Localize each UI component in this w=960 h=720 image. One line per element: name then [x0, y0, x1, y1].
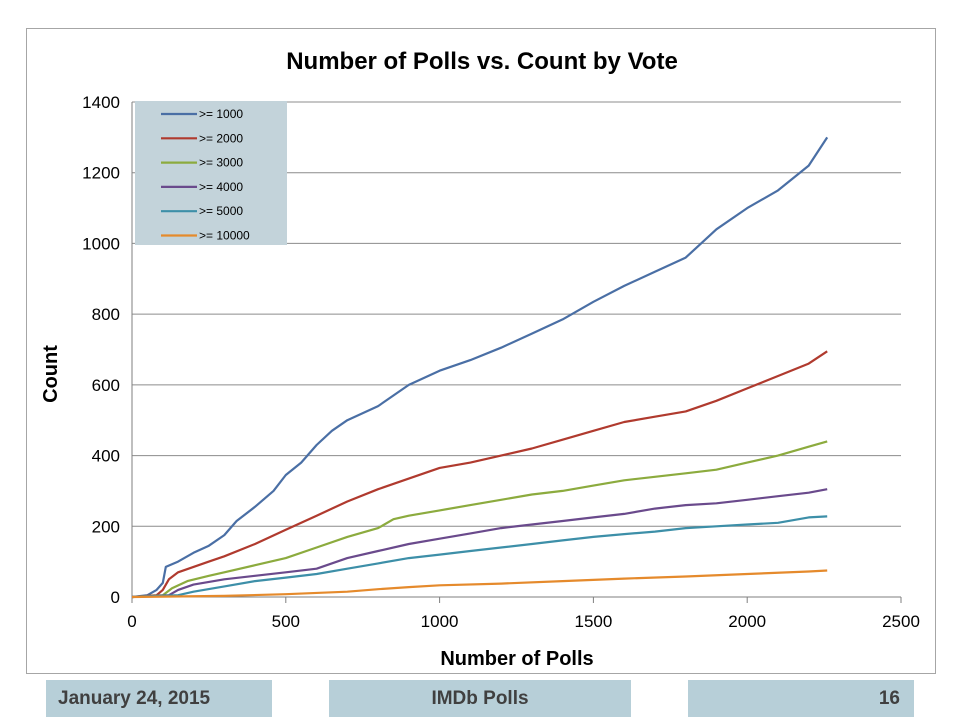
- x-tick-label: 1000: [421, 612, 459, 631]
- y-tick-label: 1000: [82, 234, 120, 253]
- x-tick-label: 1500: [574, 612, 612, 631]
- series-line-5: [131, 515, 828, 599]
- y-tick-label: 600: [92, 376, 120, 395]
- footer-page-number: 16: [688, 680, 914, 717]
- legend-label: >= 1000: [199, 107, 243, 121]
- series-line-6: [131, 569, 828, 599]
- footer-date: January 24, 2015: [46, 680, 272, 717]
- legend-label: >= 4000: [199, 180, 243, 194]
- y-tick-label: 800: [92, 305, 120, 324]
- x-tick-label: 2000: [728, 612, 766, 631]
- series-line-4: [131, 488, 828, 599]
- legend-label: >= 10000: [199, 229, 250, 243]
- footer-title: IMDb Polls: [329, 680, 631, 717]
- x-tick-label: 500: [272, 612, 300, 631]
- footer-page-number-text: 16: [878, 687, 900, 709]
- x-tick-label: 0: [127, 612, 136, 631]
- legend-label: >= 5000: [199, 204, 243, 218]
- chart-title: Number of Polls vs. Count by Vote: [286, 48, 678, 75]
- y-tick-label: 200: [92, 517, 120, 536]
- chart-frame: Number of Polls vs. Count by Vote 0 200 40…: [26, 28, 936, 674]
- footer-title-text: IMDb Polls: [431, 687, 529, 709]
- legend-label: >= 3000: [199, 156, 243, 170]
- y-tick-label: 1200: [82, 164, 120, 183]
- y-tick-label: 0: [111, 588, 120, 607]
- chart: Number of Polls vs. Count by Vote 0 200 40…: [40, 48, 920, 670]
- x-axis-label: Number of Polls: [440, 648, 593, 670]
- series-line-2: [131, 350, 828, 599]
- y-tick-label: 1400: [82, 93, 120, 112]
- footer-date-text: January 24, 2015: [58, 687, 211, 709]
- legend-box: [135, 101, 287, 245]
- y-tick-label: 400: [92, 447, 120, 466]
- x-tick-label: 2500: [882, 612, 920, 631]
- legend-label: >= 2000: [199, 131, 243, 145]
- series-line-1: [131, 136, 829, 599]
- y-axis-label: Count: [40, 345, 62, 403]
- series-line-3: [131, 440, 828, 599]
